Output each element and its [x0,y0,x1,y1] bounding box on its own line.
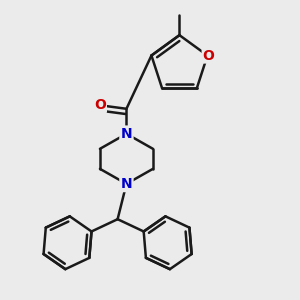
Text: O: O [203,49,214,62]
Text: N: N [121,127,132,141]
Text: N: N [121,177,132,191]
Text: O: O [94,98,106,112]
